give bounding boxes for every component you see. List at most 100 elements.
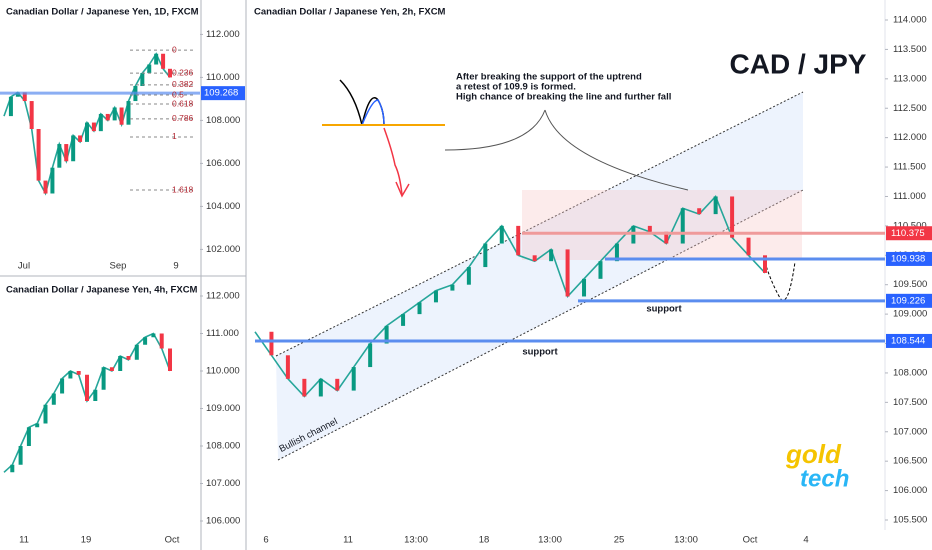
y-tick-label: 114.000	[893, 15, 927, 26]
y-tick-label: 108.000	[206, 441, 240, 452]
candle	[57, 144, 62, 168]
headline: CAD / JPY	[730, 48, 867, 79]
candle	[85, 122, 89, 142]
candle	[64, 144, 69, 162]
y-tick-label: 113.000	[893, 73, 927, 84]
candle	[26, 427, 31, 446]
y-tick-label: 104.000	[206, 201, 240, 212]
candle	[614, 243, 619, 262]
candle	[168, 348, 172, 371]
candle	[598, 261, 603, 279]
candle	[43, 180, 48, 194]
y-tick-label: 111.000	[893, 191, 926, 202]
candle	[151, 333, 156, 338]
y-tick-label: 106.000	[893, 485, 927, 496]
y-tick-label: 106.000	[206, 158, 240, 169]
y-tick-label: 112.000	[206, 291, 240, 302]
candle	[499, 225, 504, 244]
x-tick-label: 19	[81, 535, 92, 546]
candle	[143, 337, 148, 345]
y-tick-label: 109.500	[893, 279, 927, 290]
candle	[51, 393, 56, 405]
channel-fill	[276, 92, 803, 460]
candle	[532, 255, 537, 262]
projection	[764, 261, 796, 301]
sketch	[361, 99, 385, 126]
candle	[466, 267, 471, 285]
fib-label: 0.236	[172, 67, 194, 77]
price-line	[254, 195, 766, 398]
candle	[60, 378, 65, 394]
price-tag	[886, 226, 932, 241]
candle	[161, 53, 166, 69]
y-tick-label: 107.000	[206, 478, 240, 489]
logo: gold	[785, 439, 842, 469]
candle	[168, 68, 172, 78]
annotation: After breaking the support of the uptren…	[456, 72, 642, 83]
x-tick-label: Oct	[743, 535, 758, 546]
price-tag-label: 109.268	[204, 88, 238, 99]
y-tick-label: 105.500	[893, 515, 927, 526]
candle	[713, 196, 718, 215]
candle	[384, 325, 389, 344]
candle	[91, 122, 96, 132]
candle	[318, 378, 323, 397]
fib-label: 0	[172, 44, 177, 54]
candle	[647, 225, 652, 232]
price-tag-label: 109.226	[891, 295, 925, 306]
candle	[105, 113, 110, 121]
candle	[664, 231, 669, 244]
price-tag-label: 110.375	[891, 228, 925, 239]
candle	[351, 367, 356, 391]
candle	[109, 367, 114, 371]
candle	[101, 367, 106, 390]
x-tick-label: Jul	[18, 261, 30, 272]
annotation: High chance of breaking the line and fur…	[456, 92, 671, 103]
candle	[29, 101, 34, 129]
annotation: a retest of 109.9 is formed.	[456, 82, 576, 93]
candle	[119, 107, 124, 125]
x-tick-label: 4	[803, 535, 808, 546]
candle	[71, 135, 76, 162]
candle	[112, 107, 117, 121]
y-tick-label: 112.500	[893, 103, 927, 114]
candle	[269, 331, 274, 356]
candle	[118, 356, 123, 371]
candle	[401, 314, 406, 326]
logo: tech	[800, 465, 849, 492]
candle	[565, 249, 570, 297]
candle	[10, 464, 15, 473]
candle	[147, 64, 152, 74]
candle	[140, 73, 145, 86]
candle	[680, 208, 685, 244]
candle	[159, 333, 164, 349]
annotation-arrow	[444, 109, 546, 151]
y-tick-label: 110.000	[206, 366, 240, 377]
candle	[417, 302, 422, 315]
y-tick-label: 111.500	[893, 162, 926, 173]
y-tick-label: 108.000	[206, 115, 240, 126]
candle	[516, 225, 521, 256]
price-tag	[886, 333, 932, 348]
candle	[450, 284, 455, 291]
candle	[76, 371, 81, 375]
x-tick-label: 11	[343, 535, 353, 546]
price-tag	[886, 251, 932, 266]
panel-title: Canadian Dollar / Japanese Yen, 4h, FXCM	[6, 285, 198, 296]
candle	[68, 371, 73, 379]
y-tick-label: 110.000	[206, 72, 240, 83]
candle	[35, 423, 40, 428]
y-tick-label: 107.000	[893, 426, 927, 437]
candle	[98, 113, 103, 132]
candle	[78, 135, 83, 142]
price-tag	[201, 86, 245, 101]
candle	[154, 53, 159, 65]
x-tick-label: 13:00	[538, 535, 562, 546]
candle	[483, 243, 488, 268]
support-label: support	[646, 304, 682, 315]
candle	[50, 167, 55, 194]
candle	[93, 389, 98, 401]
x-tick-label: Sep	[110, 261, 127, 272]
candle	[549, 249, 554, 262]
